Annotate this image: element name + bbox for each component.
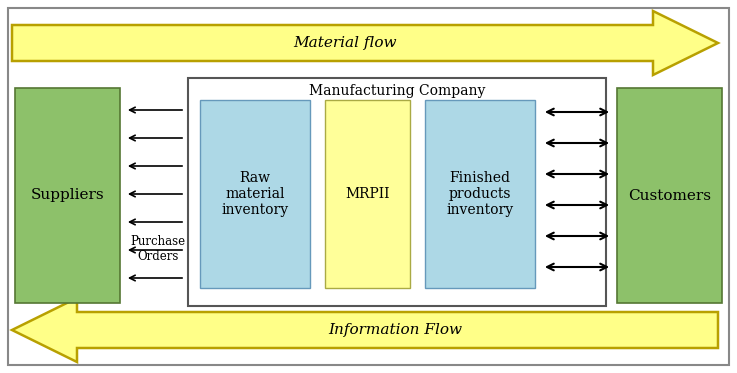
Bar — [15, 88, 120, 303]
Text: Material flow: Material flow — [293, 36, 397, 50]
Bar — [325, 100, 410, 288]
Polygon shape — [12, 11, 718, 75]
Bar — [617, 88, 722, 303]
Bar — [188, 78, 606, 306]
Text: Raw
material
inventory: Raw material inventory — [221, 171, 289, 217]
Text: Finished
products
inventory: Finished products inventory — [447, 171, 514, 217]
Polygon shape — [12, 298, 718, 362]
Bar — [425, 100, 535, 288]
Text: Information Flow: Information Flow — [328, 323, 462, 337]
Text: MRPII: MRPII — [345, 187, 390, 201]
Bar — [200, 100, 310, 288]
Text: Customers: Customers — [628, 188, 711, 203]
Text: Suppliers: Suppliers — [31, 188, 105, 203]
Text: Purchase
Orders: Purchase Orders — [130, 235, 186, 263]
Text: Manufacturing Company: Manufacturing Company — [309, 84, 485, 98]
